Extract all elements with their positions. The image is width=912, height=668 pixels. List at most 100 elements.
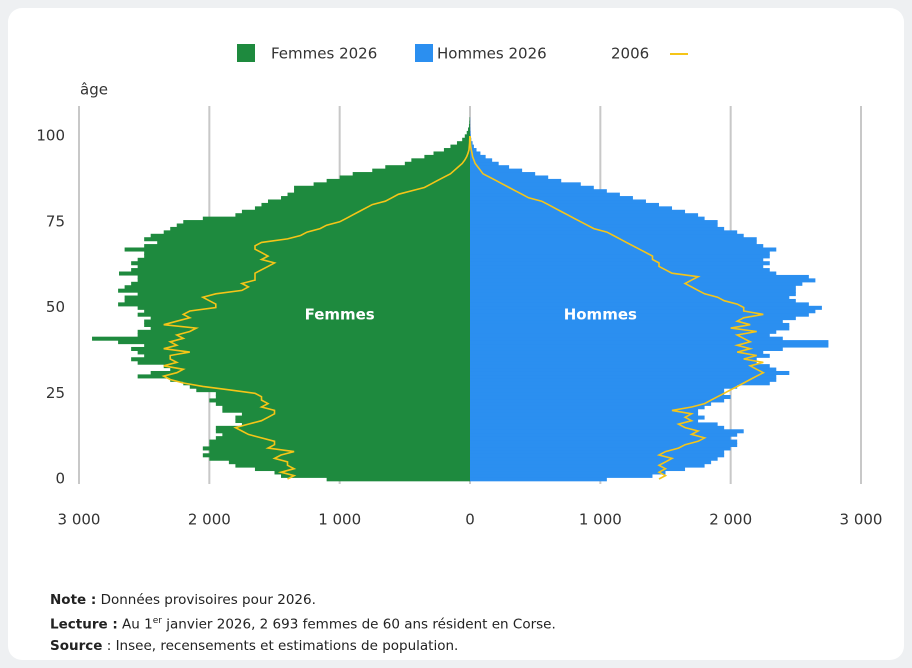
bar [470, 158, 493, 163]
bar [294, 185, 470, 190]
bar [137, 360, 470, 365]
bar [189, 384, 471, 389]
bar [470, 473, 653, 478]
bar [464, 134, 470, 139]
bar [470, 288, 796, 293]
bar [470, 189, 607, 194]
card: 3 000 2 000 1 000 0 1 000 2 000 3 000 0 25 50 75 10… [8, 8, 904, 660]
bar [157, 240, 470, 245]
bar [118, 302, 470, 307]
bar [470, 285, 796, 290]
x-tick-label: 2 000 [709, 511, 752, 529]
note-text: janvier 2026, 2 693 femmes de 60 ans rés… [161, 616, 556, 633]
bar [131, 357, 470, 362]
bar [241, 209, 470, 214]
bar [470, 384, 738, 389]
bar [254, 467, 470, 472]
bar [470, 353, 770, 358]
bar [404, 161, 470, 166]
bar [470, 429, 744, 434]
bar [131, 261, 470, 266]
bar [254, 206, 470, 211]
note-text: Au 1 [117, 616, 153, 633]
bar [170, 367, 470, 372]
bar [443, 148, 470, 153]
legend-swatch [237, 44, 255, 62]
y-tick-label: 25 [46, 384, 65, 402]
bar [137, 274, 470, 279]
note-line: Source : Insee, recensements et estimati… [50, 636, 556, 657]
bar [281, 196, 470, 201]
bar [411, 158, 470, 163]
note-label: Lecture : [50, 616, 118, 633]
y-tick-label: 100 [36, 127, 65, 145]
bar [470, 264, 764, 269]
bar [137, 312, 470, 317]
bar [470, 278, 816, 283]
bar [241, 422, 470, 427]
bar [92, 336, 471, 341]
bar [470, 206, 673, 211]
bar [222, 408, 470, 413]
bar [470, 130, 471, 135]
bar [470, 230, 738, 235]
bar [470, 460, 712, 465]
bar [222, 405, 470, 410]
bar [470, 367, 777, 372]
bar [339, 175, 470, 180]
bar [287, 192, 470, 197]
bar [470, 350, 764, 355]
bar [470, 412, 699, 417]
bar [470, 298, 796, 303]
bar [470, 240, 757, 245]
bar [202, 453, 471, 458]
bar [215, 425, 470, 430]
bar [124, 295, 470, 300]
bar [470, 446, 731, 451]
bar [468, 124, 470, 129]
bar [222, 432, 470, 437]
bar [470, 141, 473, 146]
bar [150, 370, 470, 376]
bar [470, 470, 666, 475]
bar [424, 154, 470, 159]
bar [294, 189, 470, 194]
bar [470, 391, 725, 396]
y-tick-label: 50 [46, 298, 65, 316]
bar [433, 151, 470, 156]
note-line: Lecture : Au 1er janvier 2026, 2 693 fem… [50, 611, 556, 636]
bar [137, 264, 470, 269]
bar [470, 295, 790, 300]
bar [470, 309, 816, 314]
bar [470, 432, 738, 437]
line-2006 [469, 135, 766, 480]
bar [470, 333, 770, 338]
bar [144, 309, 470, 314]
bar [470, 216, 705, 221]
x-tick-label: 1 000 [579, 511, 622, 529]
bar [470, 340, 829, 345]
bar [281, 473, 470, 478]
bar [470, 254, 770, 259]
bar [450, 144, 470, 149]
bar [131, 346, 470, 351]
bar [470, 196, 633, 201]
bar [267, 199, 470, 204]
bar [462, 137, 470, 142]
note-sup: er [152, 616, 162, 626]
note-text: Données provisoires pour 2026. [96, 592, 316, 608]
line-2006 [161, 135, 471, 480]
y-tick-label: 75 [46, 212, 65, 230]
bar [144, 244, 470, 249]
bar [196, 388, 471, 393]
bar [470, 370, 790, 376]
bar [470, 326, 790, 331]
note-line: Note : Données provisoires pour 2026. [50, 590, 556, 611]
bar [468, 127, 470, 132]
bar [466, 130, 470, 135]
bar [470, 418, 699, 424]
bar [470, 408, 699, 413]
bar [470, 168, 523, 173]
x-tick-label: 2 000 [188, 511, 231, 529]
bar [215, 391, 470, 396]
